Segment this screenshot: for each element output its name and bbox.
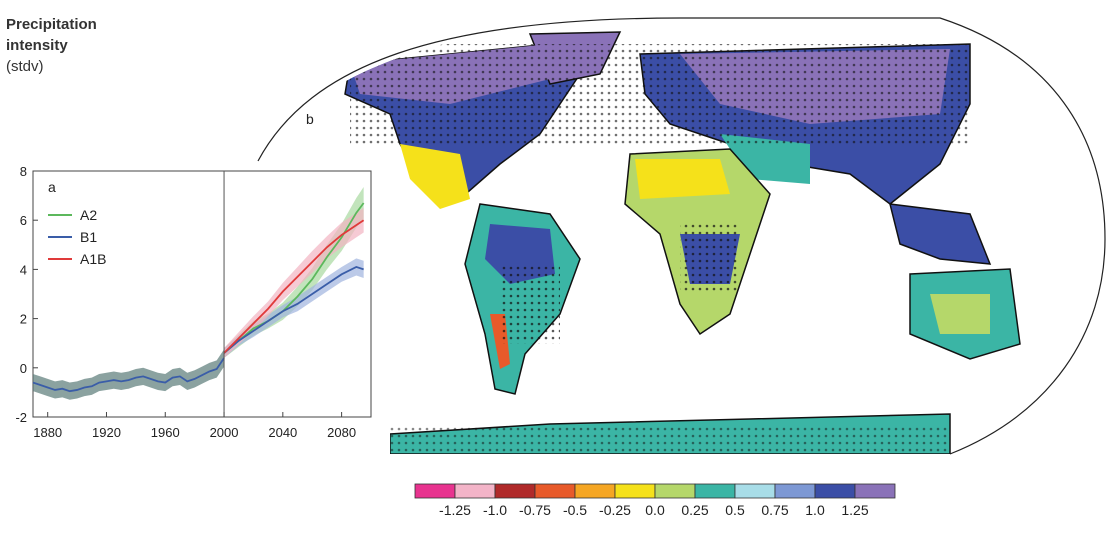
legend-label-a1b: A1B [80,251,106,267]
colorbar-cell [814,483,856,499]
y-tick-label: 2 [20,312,27,327]
stippling-north [350,44,970,144]
colorbar-label: -1.0 [483,502,507,518]
line-a1b [223,219,365,354]
x-tick-label: 1920 [92,425,121,440]
line-a2 [223,202,365,354]
stippling-antarctica [390,424,950,454]
region-middle-east [720,134,810,184]
y-axis-title-line2: intensity [6,37,68,54]
x-tick-label: 2040 [268,425,297,440]
stippling-south-america [500,264,560,344]
colorbar-label: -1.25 [439,502,471,518]
colorbar-cell [454,483,496,499]
legend-label-a2: A2 [80,207,97,223]
y-tick-label: 6 [20,213,27,228]
x-axis-ticks: 1880 1920 1960 2000 2040 2080 [33,412,356,440]
plot-frame [32,170,372,418]
colorbar-labels: -1.25 -1.0 -0.75 -0.5 -0.25 0.0 0.25 0.5 0.75 1.0… [439,502,869,518]
colorbar-cell [614,483,656,499]
colorbar-cell [854,483,896,499]
region-sahara [635,159,730,199]
colorbar-cell [414,483,456,499]
legend-label-b1: B1 [80,229,97,245]
colorbar: -1.25 -1.0 -0.75 -0.5 -0.25 0.0 0.25 0.5 0.75 1.0… [414,483,896,518]
y-tick-label: -2 [15,410,27,425]
stippling-africa [680,224,740,294]
panel-label-b: b [306,111,314,127]
colorbar-label: -0.25 [599,502,631,518]
world-map: b [257,17,1106,455]
colorbar-cell [534,483,576,499]
colorbar-cells [414,483,896,499]
region-mexico [400,144,470,209]
colorbar-cell [494,483,536,499]
x-tick-label: 2000 [210,425,239,440]
y-axis-title: Precipitation intensity (stdv) [6,14,97,77]
y-axis-ticks: -2 0 2 4 6 8 [15,164,38,425]
panel-label-a: a [48,179,56,195]
colorbar-label: -0.75 [519,502,551,518]
colorbar-cell [734,483,776,499]
colorbar-label: -0.5 [563,502,587,518]
x-tick-label: 2080 [327,425,356,440]
band-historical [33,349,225,400]
region-australia-center [930,294,990,334]
y-tick-label: 0 [20,361,27,376]
legend: A2 B1 A1B [48,207,106,267]
y-axis-title-line1: Precipitation [6,16,97,33]
line-historical [32,357,225,393]
colorbar-label: 0.0 [645,502,665,518]
colorbar-cell [694,483,736,499]
colorbar-label: 1.0 [805,502,825,518]
x-tick-label: 1880 [33,425,62,440]
y-tick-label: 8 [20,164,27,179]
series-lines [32,202,365,393]
y-axis-title-unit: (stdv) [6,58,44,75]
line-b1 [223,265,364,354]
colorbar-cell [654,483,696,499]
x-tick-label: 1960 [151,425,180,440]
colorbar-label: 0.25 [681,502,708,518]
colorbar-label: 0.75 [761,502,788,518]
map-outline [257,17,1106,455]
land-southeast-asia [889,203,992,265]
colorbar-label: 0.5 [725,502,745,518]
y-tick-label: 4 [20,262,27,277]
colorbar-cell [774,483,816,499]
colorbar-cell [574,483,616,499]
colorbar-label: 1.25 [841,502,868,518]
